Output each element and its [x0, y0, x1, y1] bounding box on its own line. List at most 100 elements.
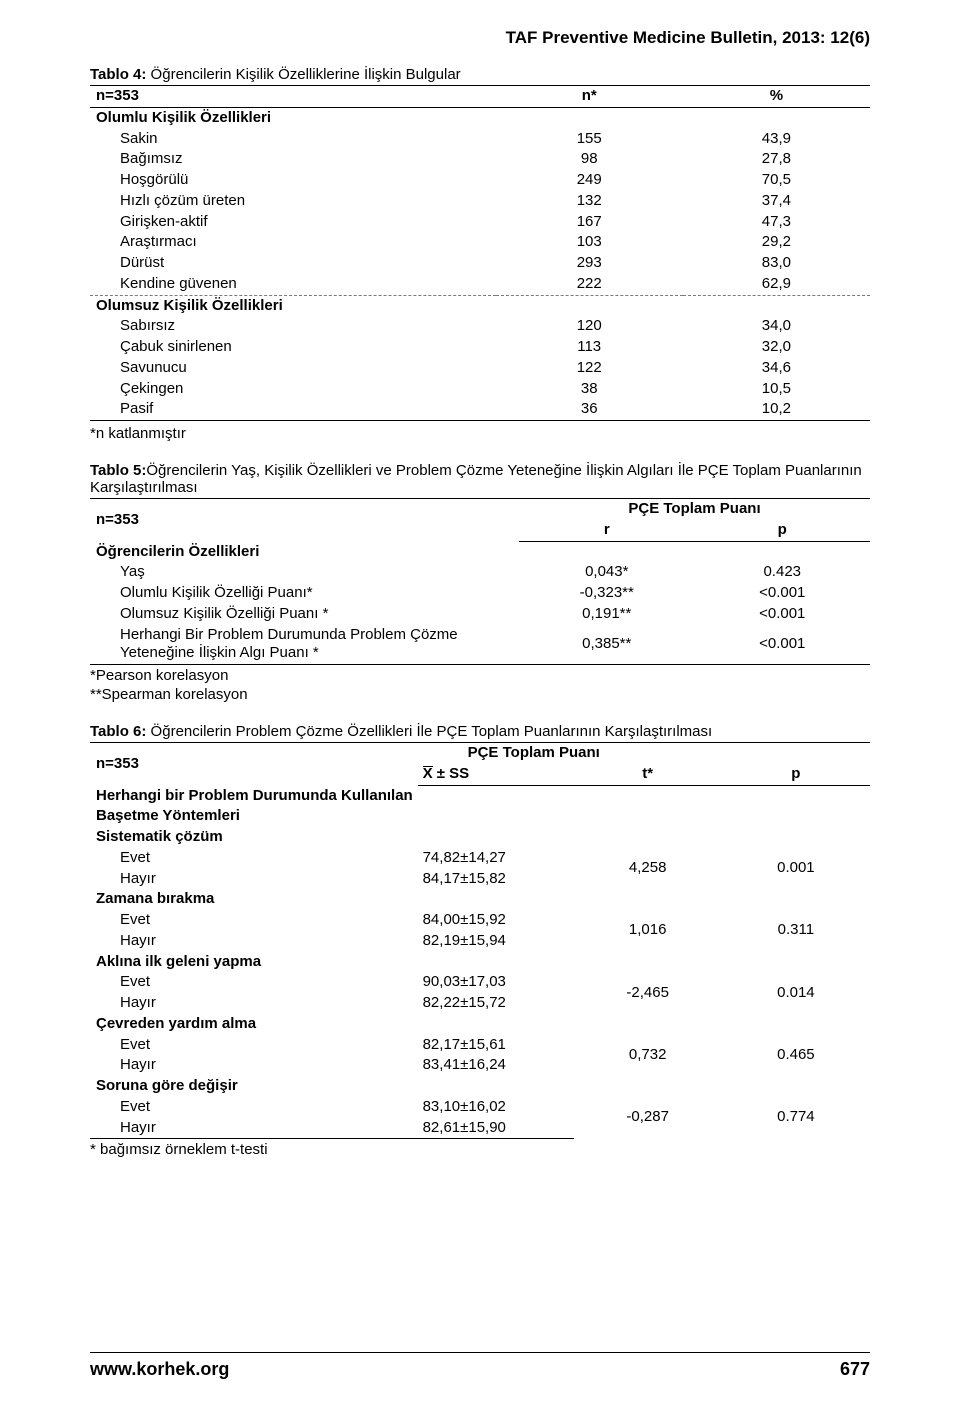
t6-no: Hayır	[90, 993, 418, 1014]
table5: n=353 PÇE Toplam Puanı r p Öğrencilerin …	[90, 498, 870, 665]
t6-p: 0.774	[722, 1097, 870, 1139]
t4-h1: n*	[496, 86, 683, 108]
t4-n: 103	[496, 232, 683, 253]
t4-p: 83,0	[683, 253, 870, 274]
t6-h-top: PÇE Toplam Puanı	[418, 743, 870, 764]
t4-h2: %	[683, 86, 870, 108]
table5-title-bold: Tablo 5:	[90, 462, 146, 479]
t4-r: Çekingen	[90, 379, 496, 400]
t6-no: Hayır	[90, 869, 418, 890]
t4-r: Dürüst	[90, 253, 496, 274]
table6-title-rest: Öğrencilerin Problem Çözme Özellikleri İ…	[146, 723, 712, 740]
table5-note2: **Spearman korelasyon	[90, 686, 870, 703]
t5-h-p: p	[695, 520, 871, 541]
t6-p: 0.465	[722, 1035, 870, 1077]
t6-x: 83,10±16,02	[418, 1097, 574, 1118]
t5-h-r: r	[519, 520, 695, 541]
t4-p: 43,9	[683, 129, 870, 150]
t6-x: 83,41±16,24	[418, 1055, 574, 1076]
t4-p: 70,5	[683, 170, 870, 191]
t4-r: Sabırsız	[90, 316, 496, 337]
t6-yes: Evet	[90, 848, 418, 869]
t5-l: Herhangi Bir Problem Durumunda Problem Ç…	[90, 625, 519, 665]
t4-r: Sakin	[90, 129, 496, 150]
t6-yes: Evet	[90, 1035, 418, 1056]
footer-left: www.korhek.org	[90, 1359, 229, 1380]
t6-t: 1,016	[574, 910, 722, 952]
table6-title-bold: Tablo 6:	[90, 723, 146, 740]
t4-r: Araştırmacı	[90, 232, 496, 253]
t6-t: -2,465	[574, 972, 722, 1014]
table4-title-rest: Öğrencilerin Kişilik Özelliklerine İlişk…	[146, 66, 460, 83]
t4-r: Bağımsız	[90, 149, 496, 170]
t4-r: Çabuk sinirlenen	[90, 337, 496, 358]
t6-h-x: X ± SS	[418, 764, 574, 785]
t4-p: 62,9	[683, 274, 870, 295]
t4-p: 10,5	[683, 379, 870, 400]
t6-g1: Zamana bırakma	[90, 889, 870, 910]
t6-g4: Soruna göre değişir	[90, 1076, 870, 1097]
t6-no: Hayır	[90, 931, 418, 952]
t6-x: 82,61±15,90	[418, 1118, 574, 1139]
table5-title: Tablo 5:Öğrencilerin Yaş, Kişilik Özelli…	[90, 462, 870, 496]
t5-r: 0,043*	[519, 562, 695, 583]
t5-l: Olumlu Kişilik Özelliği Puanı*	[90, 583, 519, 604]
t4-p: 32,0	[683, 337, 870, 358]
t5-r: 0,385**	[519, 625, 695, 665]
t4-n: 122	[496, 358, 683, 379]
t6-x: 82,17±15,61	[418, 1035, 574, 1056]
table4: n=353 n* % Olumlu Kişilik Özellikleri Sa…	[90, 85, 870, 421]
t4-h0: n=353	[90, 86, 496, 108]
t4-r: Kendine güvenen	[90, 274, 496, 295]
t5-p: <0.001	[695, 604, 871, 625]
t6-h-p: p	[722, 764, 870, 785]
t4-n: 222	[496, 274, 683, 295]
t4-n: 293	[496, 253, 683, 274]
table4-note: *n katlanmıştır	[90, 425, 870, 442]
t4-p: 34,6	[683, 358, 870, 379]
t6-g3: Çevreden yardım alma	[90, 1014, 870, 1035]
t4-r: Hızlı çözüm üreten	[90, 191, 496, 212]
t5-r: 0,191**	[519, 604, 695, 625]
t4-n: 155	[496, 129, 683, 150]
table5-title-rest: Öğrencilerin Yaş, Kişilik Özellikleri ve…	[90, 462, 862, 496]
t4-r: Hoşgörülü	[90, 170, 496, 191]
t6-lead1: Herhangi bir Problem Durumunda Kullanıla…	[90, 785, 870, 806]
t4-p: 27,8	[683, 149, 870, 170]
t6-lead2: Başetme Yöntemleri	[90, 806, 870, 827]
t4-p: 29,2	[683, 232, 870, 253]
t6-x: 82,22±15,72	[418, 993, 574, 1014]
t5-sec: Öğrencilerin Özellikleri	[90, 541, 870, 562]
t6-no: Hayır	[90, 1118, 418, 1139]
t5-h0: n=353	[90, 499, 519, 542]
t6-x: 82,19±15,94	[418, 931, 574, 952]
t6-yes: Evet	[90, 972, 418, 993]
t4-p: 47,3	[683, 212, 870, 233]
t4-n: 132	[496, 191, 683, 212]
t4-n: 113	[496, 337, 683, 358]
t6-t: 0,732	[574, 1035, 722, 1077]
footer-right: 677	[840, 1359, 870, 1380]
t6-no: Hayır	[90, 1055, 418, 1076]
t4-r: Pasif	[90, 399, 496, 420]
t6-yes: Evet	[90, 1097, 418, 1118]
t4-n: 167	[496, 212, 683, 233]
t5-l: Olumsuz Kişilik Özelliği Puanı *	[90, 604, 519, 625]
t4-n: 98	[496, 149, 683, 170]
t6-t: -0,287	[574, 1097, 722, 1139]
t4-n: 36	[496, 399, 683, 420]
table4-title: Tablo 4: Öğrencilerin Kişilik Özellikler…	[90, 66, 870, 83]
t4-p: 34,0	[683, 316, 870, 337]
t4-sec1: Olumlu Kişilik Özellikleri	[90, 107, 870, 128]
t6-p: 0.001	[722, 848, 870, 890]
table6-title: Tablo 6: Öğrencilerin Problem Çözme Özel…	[90, 723, 870, 740]
t5-r: -0,323**	[519, 583, 695, 604]
running-header: TAF Preventive Medicine Bulletin, 2013: …	[90, 28, 870, 48]
table6-note: * bağımsız örneklem t-testi	[90, 1141, 870, 1158]
t6-x: 84,17±15,82	[418, 869, 574, 890]
t5-p: <0.001	[695, 625, 871, 665]
t5-l: Yaş	[90, 562, 519, 583]
table4-title-bold: Tablo 4:	[90, 66, 146, 83]
t5-h-top: PÇE Toplam Puanı	[519, 499, 870, 520]
t4-sec2: Olumsuz Kişilik Özellikleri	[90, 295, 870, 316]
